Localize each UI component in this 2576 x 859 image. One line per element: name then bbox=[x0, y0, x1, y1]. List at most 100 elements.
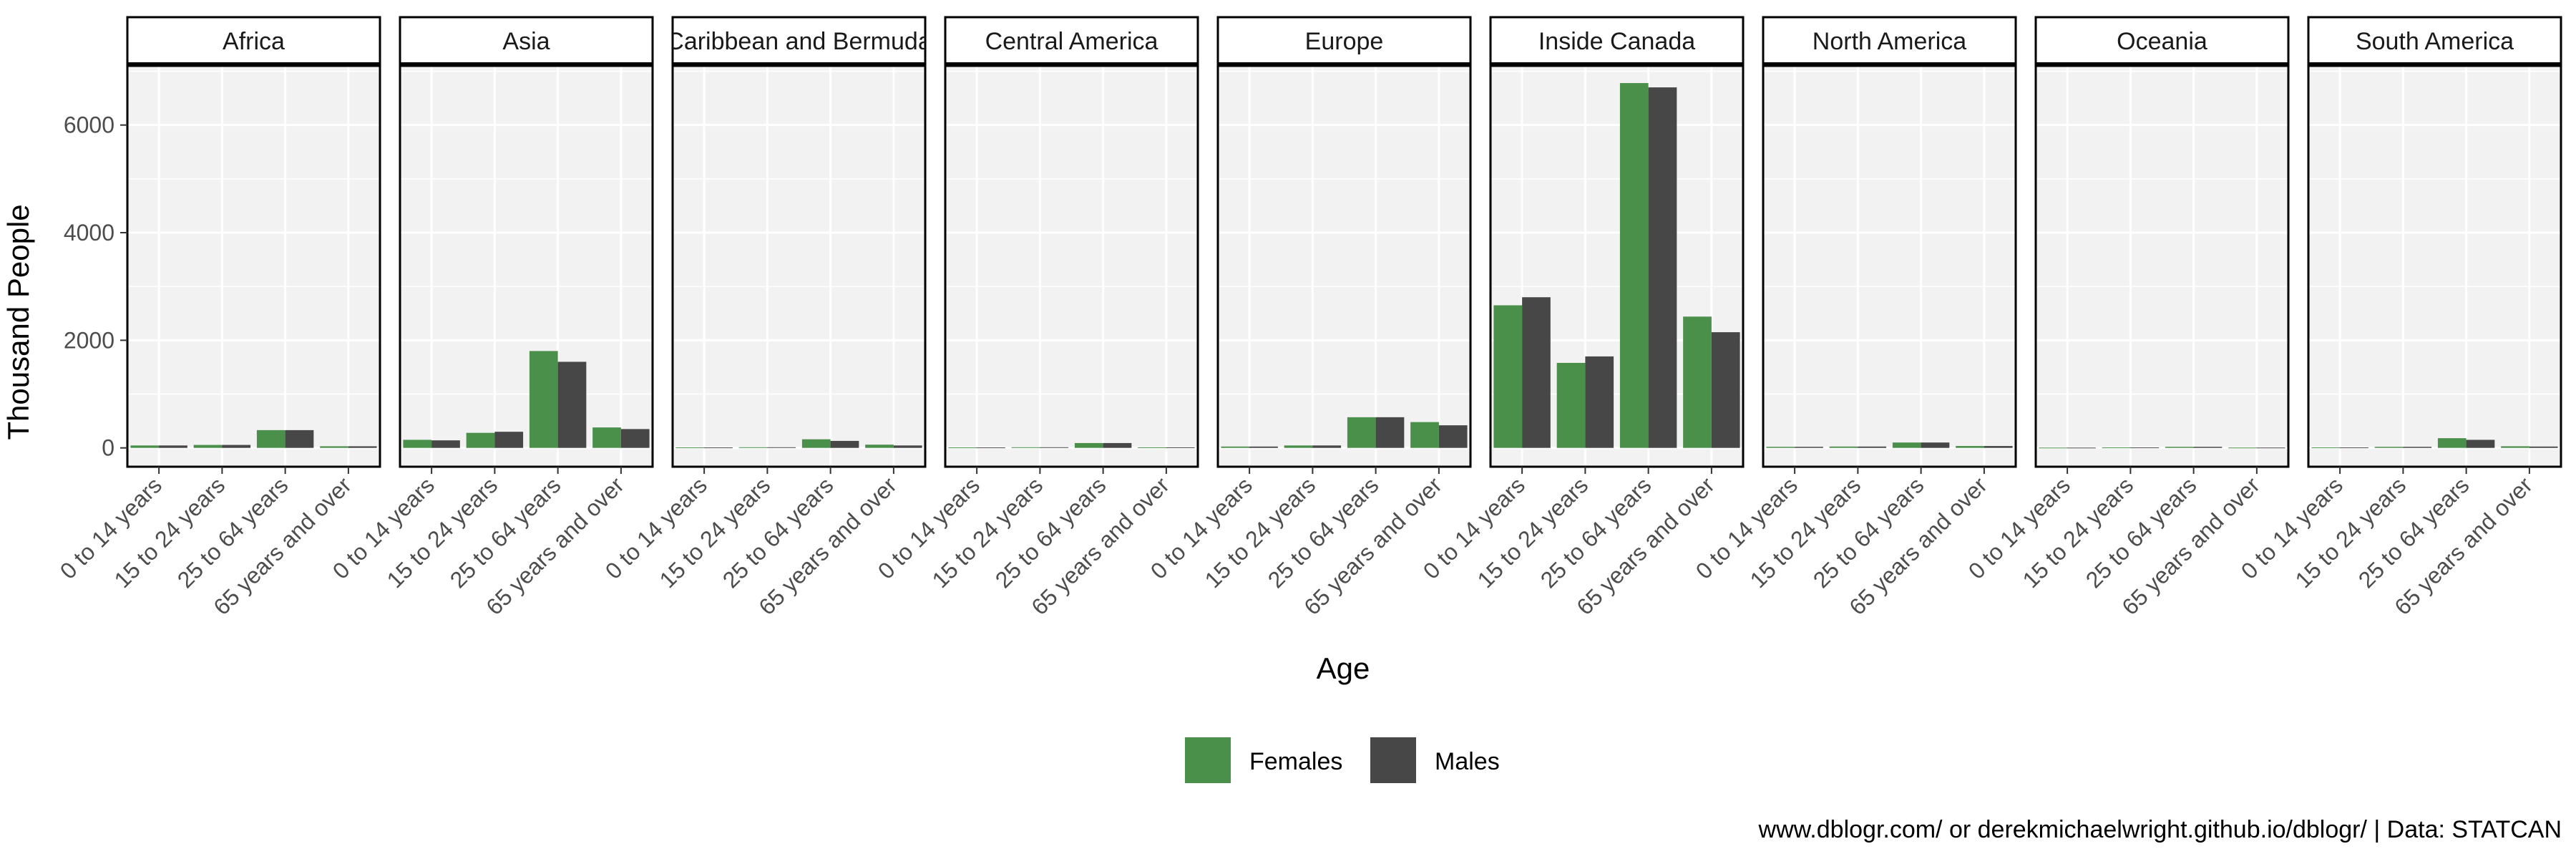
panel-background bbox=[673, 66, 925, 467]
x-tick-label: 25 to 64 years bbox=[1536, 472, 1657, 593]
bar-asia-males-65-years-and-over bbox=[620, 429, 650, 448]
bar-south-america-males-65-years-and-over bbox=[2529, 446, 2558, 448]
facet-label: Asia bbox=[502, 28, 550, 55]
panel-background bbox=[945, 66, 1198, 467]
bar-central-america-females-15-to-24-years bbox=[1011, 447, 1040, 448]
bar-south-america-females-65-years-and-over bbox=[2501, 446, 2529, 448]
bar-asia-males-15-to-24-years bbox=[494, 432, 524, 448]
bar-caribbean-and-bermuda-males-15-to-24-years bbox=[767, 447, 796, 448]
bar-europe-males-25-to-64-years bbox=[1375, 417, 1405, 448]
bar-central-america-males-25-to-64-years bbox=[1103, 442, 1132, 448]
bar-europe-males-65-years-and-over bbox=[1438, 425, 1468, 448]
bar-africa-males-0-to-14-years bbox=[159, 445, 187, 448]
bar-north-america-males-65-years-and-over bbox=[1984, 446, 2013, 448]
bar-central-america-males-65-years-and-over bbox=[1166, 447, 1195, 448]
facet-strip bbox=[944, 16, 1199, 66]
bar-central-america-females-0-to-14-years bbox=[948, 447, 977, 449]
bar-oceania-females-0-to-14-years bbox=[2039, 447, 2068, 449]
facet-label: Inside Canada bbox=[1538, 28, 1695, 55]
bar-africa-females-65-years-and-over bbox=[320, 446, 348, 448]
bar-asia-females-25-to-64-years bbox=[529, 351, 558, 448]
bar-south-america-females-0-to-14-years bbox=[2311, 447, 2341, 449]
bar-central-america-males-0-to-14-years bbox=[977, 447, 1005, 449]
bar-oceania-females-25-to-64-years bbox=[2165, 447, 2194, 448]
panel-background bbox=[127, 66, 380, 467]
bar-south-america-males-15-to-24-years bbox=[2403, 447, 2432, 448]
bar-caribbean-and-bermuda-males-65-years-and-over bbox=[893, 445, 922, 448]
bar-south-america-females-15-to-24-years bbox=[2374, 447, 2404, 448]
bar-oceania-males-0-to-14-years bbox=[2067, 447, 2096, 449]
bar-oceania-females-65-years-and-over bbox=[2228, 447, 2257, 449]
bar-oceania-males-25-to-64-years bbox=[2193, 447, 2223, 448]
bar-inside-canada-females-25-to-64-years bbox=[1619, 83, 1649, 448]
facet-label: South America bbox=[2356, 28, 2514, 55]
facet-strip bbox=[1216, 16, 1472, 66]
y-axis-title: Thousand People bbox=[1, 204, 35, 440]
facet-label: Central America bbox=[985, 28, 1158, 55]
bar-caribbean-and-bermuda-males-25-to-64-years bbox=[830, 440, 859, 448]
bar-inside-canada-males-15-to-24-years bbox=[1585, 356, 1614, 448]
panel-background bbox=[1763, 66, 2016, 467]
bar-africa-males-25-to-64-years bbox=[285, 430, 314, 448]
x-tick-label: 25 to 64 years bbox=[718, 472, 839, 593]
panel-background bbox=[1218, 66, 1470, 467]
facet-strip bbox=[2307, 16, 2562, 66]
legend-label-males: Males bbox=[1435, 748, 1500, 775]
x-tick-label: 25 to 64 years bbox=[2081, 472, 2202, 593]
y-tick-label: 2000 bbox=[64, 327, 114, 353]
bar-inside-canada-females-0-to-14-years bbox=[1493, 305, 1523, 448]
panel-background bbox=[400, 66, 653, 467]
facet-strip bbox=[1489, 16, 1745, 66]
bar-europe-males-0-to-14-years bbox=[1249, 446, 1278, 448]
y-axis: 0 2000 4000 6000 bbox=[64, 112, 127, 461]
legend-label-females: Females bbox=[1249, 748, 1342, 775]
facet-strip bbox=[671, 16, 927, 66]
x-tick-label: 15 to 24 years bbox=[381, 472, 502, 593]
bar-caribbean-and-bermuda-females-25-to-64-years bbox=[801, 439, 831, 448]
facet-label: Caribbean and Bermuda bbox=[666, 28, 932, 55]
x-tick-label: 15 to 24 years bbox=[2017, 472, 2138, 593]
bar-europe-females-25-to-64-years bbox=[1347, 417, 1376, 448]
bar-europe-males-15-to-24-years bbox=[1312, 445, 1342, 448]
chart-caption: www.dblogr.com/ or derekmichaelwright.gi… bbox=[1758, 816, 2562, 843]
x-tick-label: 15 to 24 years bbox=[109, 472, 230, 593]
facet-label: Oceania bbox=[2117, 28, 2207, 55]
bar-north-america-males-15-to-24-years bbox=[1858, 446, 1887, 448]
bar-africa-females-15-to-24-years bbox=[193, 445, 223, 448]
bar-asia-males-25-to-64-years bbox=[557, 361, 587, 448]
y-tick-label: 4000 bbox=[64, 220, 114, 246]
bar-inside-canada-males-65-years-and-over bbox=[1711, 332, 1740, 448]
bar-central-america-females-65-years-and-over bbox=[1138, 447, 1166, 448]
y-tick-label: 6000 bbox=[64, 112, 114, 138]
x-tick-label: 15 to 24 years bbox=[1745, 472, 1865, 593]
facet-strip bbox=[126, 16, 381, 66]
bar-inside-canada-females-65-years-and-over bbox=[1683, 316, 1712, 448]
bar-oceania-females-15-to-24-years bbox=[2102, 447, 2131, 449]
bar-south-america-males-25-to-64-years bbox=[2466, 440, 2495, 448]
bar-north-america-females-0-to-14-years bbox=[1766, 447, 1795, 448]
x-tick-label: 15 to 24 years bbox=[1199, 472, 1320, 593]
bar-asia-females-65-years-and-over bbox=[592, 427, 621, 448]
bar-inside-canada-females-15-to-24-years bbox=[1556, 362, 1586, 448]
bar-north-america-females-25-to-64-years bbox=[1892, 442, 1921, 448]
x-tick-label: 25 to 64 years bbox=[1263, 472, 1384, 593]
bar-south-america-males-0-to-14-years bbox=[2340, 447, 2368, 449]
bar-asia-females-15-to-24-years bbox=[466, 432, 495, 448]
facet-label: Africa bbox=[223, 28, 285, 55]
bar-africa-males-65-years-and-over bbox=[348, 446, 377, 448]
bar-inside-canada-males-25-to-64-years bbox=[1648, 87, 1677, 448]
panel-background bbox=[2308, 66, 2561, 467]
panel-background bbox=[2036, 66, 2288, 467]
bar-north-america-females-65-years-and-over bbox=[1956, 446, 1984, 448]
x-tick-label: 25 to 64 years bbox=[990, 472, 1111, 593]
facet-label: North America bbox=[1813, 28, 1966, 55]
bar-oceania-males-15-to-24-years bbox=[2130, 447, 2160, 449]
legend-swatch-males bbox=[1370, 737, 1416, 783]
bar-caribbean-and-bermuda-females-15-to-24-years bbox=[738, 447, 768, 448]
bar-central-america-females-25-to-64-years bbox=[1074, 442, 1103, 448]
bar-europe-females-65-years-and-over bbox=[1410, 422, 1439, 448]
bar-central-america-males-15-to-24-years bbox=[1040, 447, 1069, 448]
legend: Females Males bbox=[1185, 737, 1500, 783]
